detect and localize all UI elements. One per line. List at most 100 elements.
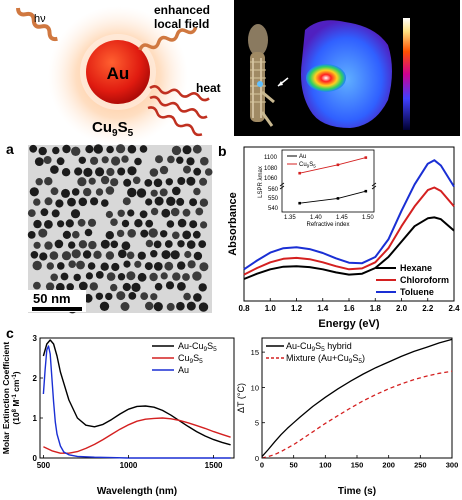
nanoparticle: [131, 282, 141, 292]
nanoparticle: [85, 145, 94, 154]
nanoparticle: [199, 198, 209, 207]
inset-axis-break-left: [279, 182, 285, 190]
nanoparticle: [189, 220, 198, 229]
nanoparticle: [117, 209, 125, 217]
series-line-1: [43, 417, 231, 454]
nanoparticle: [100, 175, 110, 185]
legend-au: Au: [178, 365, 189, 375]
absorbance-xtick-label: 2.2: [422, 304, 434, 313]
inset-ytick-1100: 1100: [264, 155, 278, 161]
nanoparticle: [153, 178, 163, 188]
temperature-xtick-label: 300: [446, 461, 459, 470]
temperature-xtick-label: 50: [289, 461, 297, 470]
nanoparticle: [199, 177, 208, 186]
nanoparticle: [35, 178, 43, 186]
nanoparticle: [78, 197, 88, 207]
nanoparticle: [93, 250, 102, 259]
nanoparticle: [199, 262, 209, 272]
nanoparticle: [161, 208, 171, 218]
extinction-xtick-label: 500: [37, 461, 51, 470]
nanoparticle: [90, 197, 99, 206]
nanoparticle: [182, 208, 191, 217]
nanoparticle: [89, 282, 99, 291]
temperature-ytick-label: 0: [255, 454, 259, 463]
nanoparticle: [122, 282, 131, 292]
scalebar-background: [28, 290, 86, 312]
nanoparticle: [33, 281, 41, 290]
inset-legend-cus: Cu9S5: [299, 162, 316, 169]
nanoparticle: [54, 239, 64, 249]
nanoparticle: [154, 282, 163, 291]
nanoparticle: [192, 230, 201, 239]
nanoparticle: [43, 156, 52, 164]
nanoparticle: [61, 251, 72, 261]
nanoparticle: [95, 188, 104, 196]
nanoparticle: [88, 240, 97, 250]
temperature-xtick-label: 100: [319, 461, 332, 470]
nanoparticle: [32, 260, 42, 271]
nanoparticle: [100, 262, 109, 271]
nanoparticle: [84, 228, 93, 237]
nanoparticle: [166, 220, 175, 228]
nanoparticle: [49, 251, 59, 260]
nanoparticle: [77, 218, 86, 227]
nanoparticle: [187, 260, 196, 269]
heat-wave-1: [149, 85, 210, 102]
nanoparticle: [78, 156, 87, 164]
nanoparticle: [27, 209, 36, 218]
nanoparticle: [153, 302, 163, 312]
nanoparticle: [137, 272, 147, 282]
shell-label: Cu9S5: [92, 119, 134, 139]
panel-label-a: a: [6, 141, 14, 157]
nanoparticle: [193, 167, 202, 176]
nanoparticle: [121, 155, 129, 163]
extinction-legend: Au-Cu9S5 Cu9S5 Au: [152, 341, 217, 375]
nanoparticle: [110, 240, 119, 249]
absorbance-xtick-label: 1.8: [370, 304, 382, 313]
hv-label: hν: [34, 13, 46, 25]
temperature-colorbar: [403, 18, 410, 130]
nanoparticle: [116, 229, 125, 238]
nanoparticle: [144, 262, 153, 271]
nanoparticle: [176, 156, 184, 164]
nanoparticle: [182, 273, 190, 281]
nanoparticle: [150, 250, 158, 258]
nanoparticle-core: [86, 40, 150, 104]
scalebar-label: 50 nm: [33, 291, 71, 306]
nanoparticle: [39, 252, 48, 261]
inset-point: [336, 197, 340, 200]
nanoparticle: [116, 291, 126, 301]
nanoparticle: [105, 186, 115, 195]
extinction-xtick-label: 1500: [205, 461, 223, 470]
nanoparticle: [95, 167, 105, 177]
absorbance-xtick-label: 2.0: [396, 304, 408, 313]
nanoparticle: [195, 207, 204, 216]
nanoparticle: [148, 228, 158, 238]
legend-chloroform: Chloroform: [400, 275, 449, 285]
nanoparticle: [90, 156, 99, 165]
nanoparticle: [87, 262, 96, 270]
inset-chart: 1100 1080 1060 560 550 540 1.35 1.40 1.4…: [258, 149, 377, 228]
nanoparticle: [132, 176, 141, 185]
extinction-ytick-label: 2: [33, 374, 38, 383]
nanoparticle: [111, 262, 120, 272]
colorbar-max: 55 °C: [413, 18, 431, 26]
nanoparticle: [76, 260, 85, 270]
ct-label: X-ray CT: [243, 4, 284, 15]
legend-cus: Cu9S5: [178, 353, 203, 365]
temperature-chart: 0 50 100 150 200 250 300 0 5 10 15 Time (s) ΔT (°…: [236, 337, 459, 497]
nanoparticle: [29, 187, 39, 197]
inset-ytick-560: 560: [268, 187, 279, 193]
nanoparticle: [172, 186, 181, 196]
inset-frame: [281, 149, 375, 213]
extinction-ytick-label: 1: [33, 414, 38, 423]
nanoparticle: [137, 251, 146, 260]
nanoparticle: [74, 167, 83, 176]
extinction-xtick-label: 1000: [120, 461, 138, 470]
nanoparticle: [71, 249, 81, 259]
incident-light-wave: [16, 7, 58, 42]
nanoparticle: [111, 156, 121, 166]
nanoparticle: [33, 198, 41, 206]
nanoparticle: [159, 165, 169, 175]
nanoparticle: [117, 167, 126, 176]
